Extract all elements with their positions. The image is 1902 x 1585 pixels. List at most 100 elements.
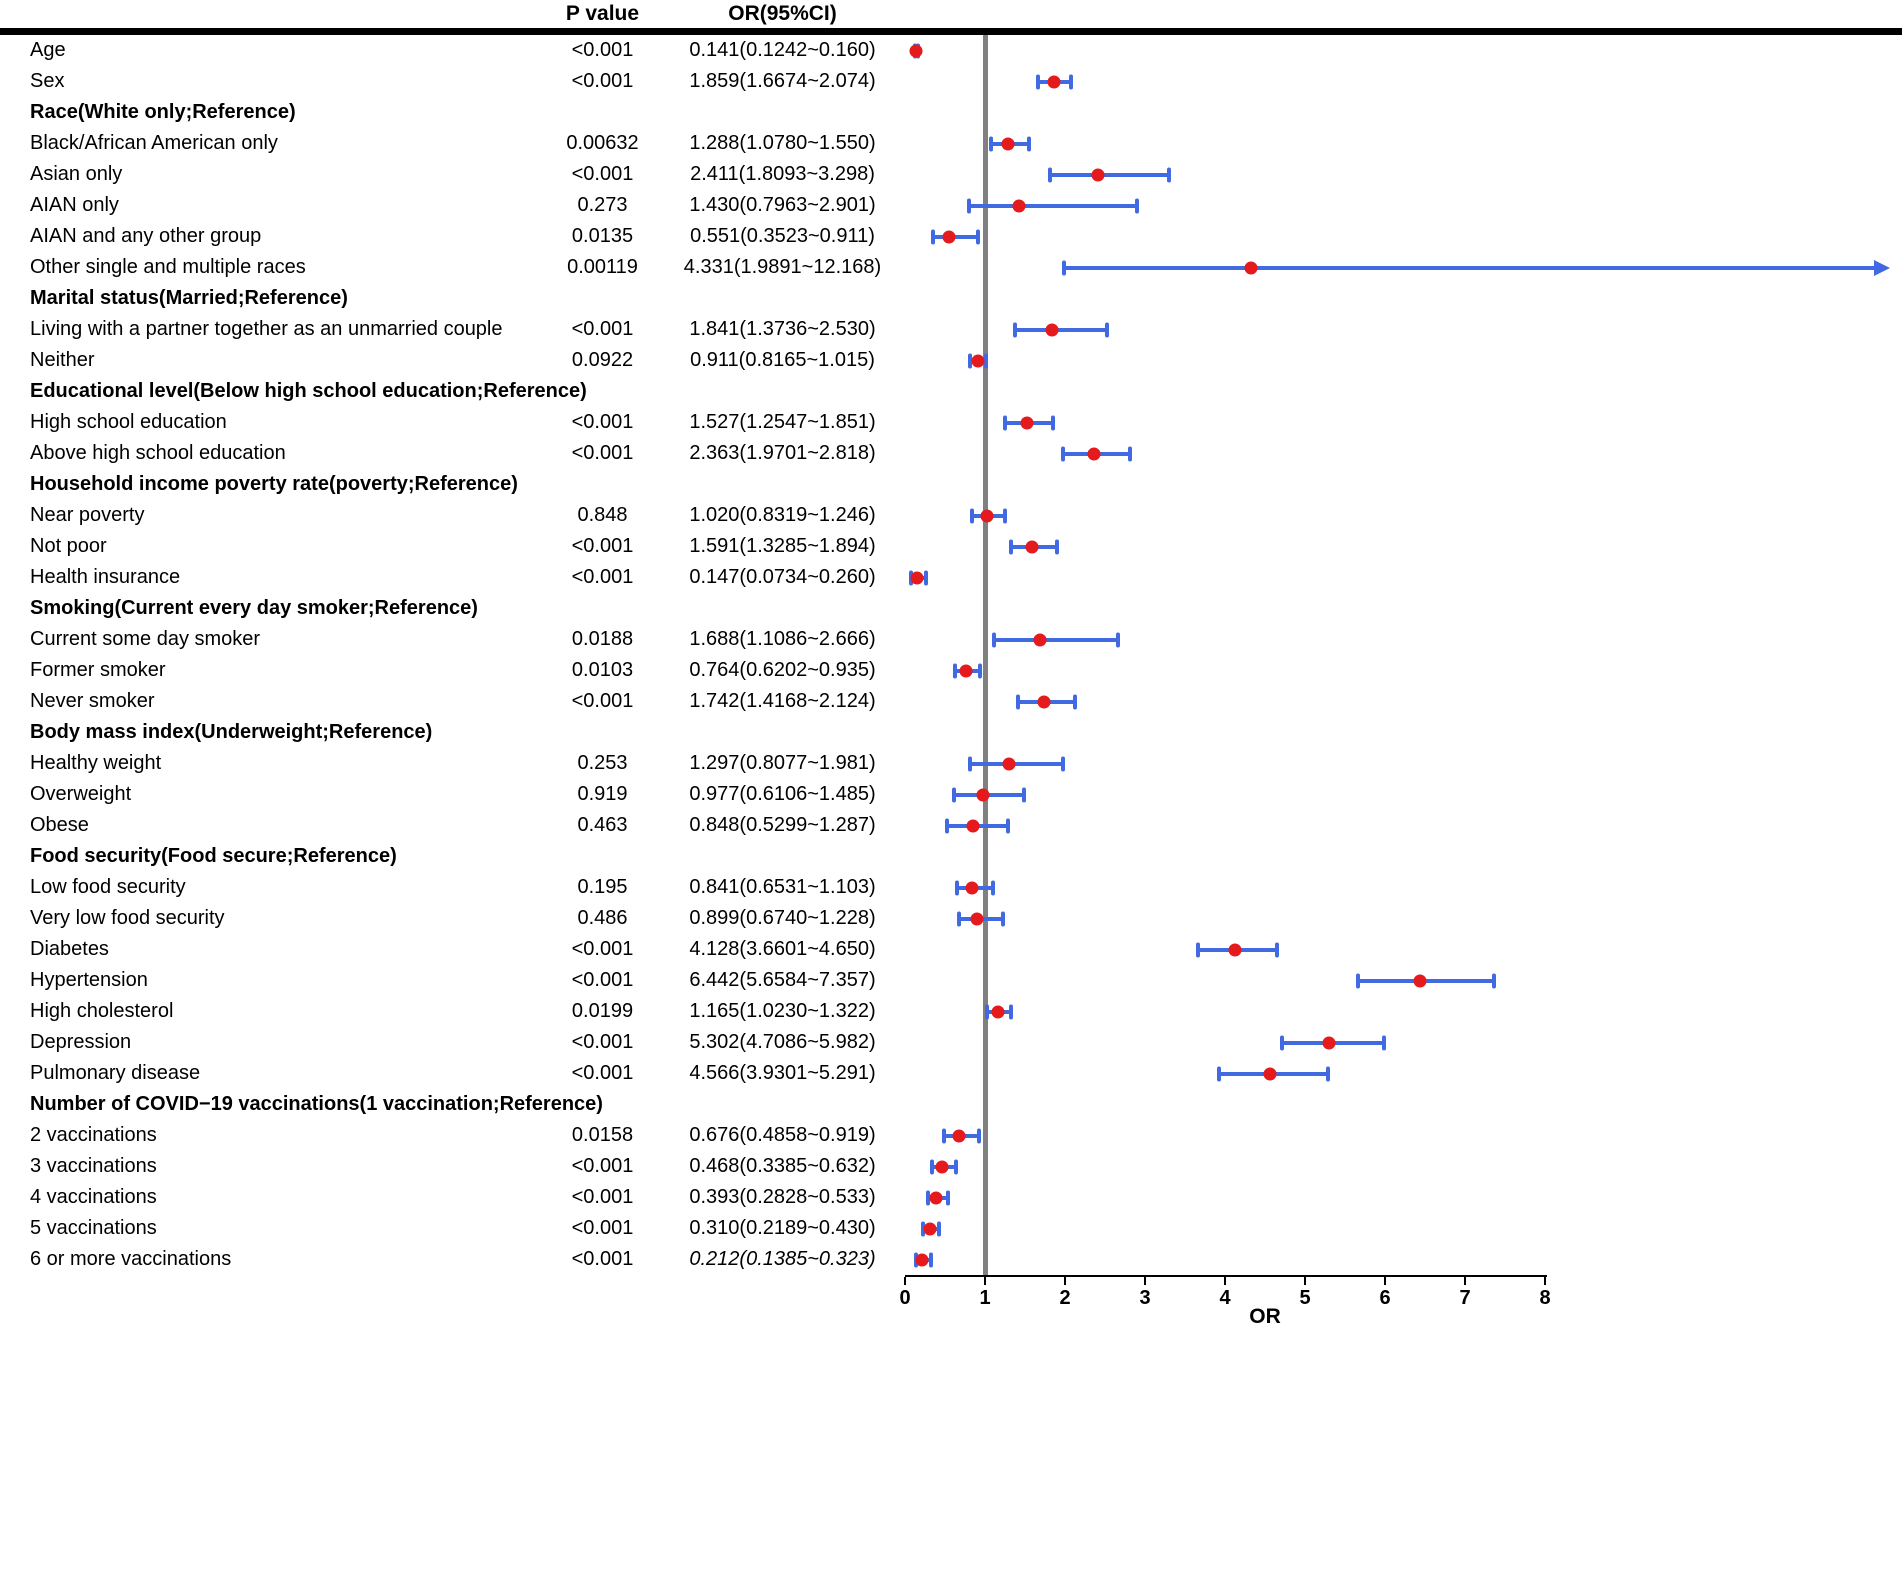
p-value: 0.0158	[571, 1124, 634, 1146]
x-tick	[1144, 1277, 1146, 1285]
ci-cap-left	[925, 1190, 930, 1205]
row-label: Food security(Food secure;Reference)	[30, 845, 397, 867]
or-95ci: 0.977(0.6106~1.485)	[689, 783, 876, 805]
p-value: <0.001	[571, 1186, 634, 1208]
row-label: Depression	[30, 1031, 132, 1053]
x-tick-label: 6	[1379, 1287, 1391, 1309]
p-value: <0.001	[571, 318, 634, 340]
ci-cap-left	[969, 508, 974, 523]
p-value: <0.001	[571, 969, 634, 991]
ci-cap-left	[1217, 1066, 1222, 1081]
forest-row: Sex <0.001 1.859(1.6674~2.074)	[0, 66, 1902, 97]
row-label: Sex	[30, 70, 65, 92]
or-95ci: 0.676(0.4858~0.919)	[689, 1124, 876, 1146]
row-label: Other single and multiple races	[30, 256, 306, 278]
p-value: <0.001	[571, 1248, 634, 1270]
ci-cap-right	[1072, 694, 1077, 709]
ci-cap-right	[976, 1128, 981, 1143]
or-point	[991, 1005, 1005, 1018]
p-value: <0.001	[571, 938, 634, 960]
or-point	[1012, 199, 1026, 212]
ci-cap-right	[1061, 756, 1066, 771]
top-rule	[0, 28, 1902, 35]
p-value: 0.253	[577, 752, 628, 774]
forest-row: AIAN only 0.273 1.430(0.7963~2.901)	[0, 190, 1902, 221]
ci-cap-left	[1047, 167, 1052, 182]
ci-line	[968, 203, 1138, 208]
forest-row: Black/African American only 0.00632 1.288(…	[0, 128, 1902, 159]
row-label: Age	[30, 39, 66, 61]
ci-arrowhead-icon	[1874, 259, 1891, 276]
x-tick	[1384, 1277, 1386, 1285]
row-label: 3 vaccinations	[30, 1155, 157, 1177]
or-95ci: 1.165(1.0230~1.322)	[689, 1000, 876, 1022]
p-value: 0.00119	[567, 256, 638, 278]
p-value: 0.848	[577, 504, 628, 526]
row-label: Smoking(Current every day smoker;Referen…	[30, 597, 478, 619]
or-95ci: 4.128(3.6601~4.650)	[689, 938, 876, 960]
p-value: <0.001	[571, 1155, 634, 1177]
plot-body: Age <0.001 0.141(0.1242~0.160) Sex <0.001 1.8…	[0, 35, 1902, 1275]
or-95ci: 0.147(0.0734~0.260)	[689, 566, 876, 588]
x-tick-label: 1	[979, 1287, 991, 1309]
or-95ci: 5.302(4.7086~5.982)	[689, 1031, 876, 1053]
column-header-p-value: P value	[565, 2, 640, 25]
ci-cap-left	[1016, 694, 1021, 709]
ci-cap-left	[951, 787, 956, 802]
or-95ci: 2.411(1.8093~3.298)	[690, 163, 875, 185]
row-label: Diabetes	[30, 938, 109, 960]
ci-line	[993, 637, 1119, 642]
ci-cap-right	[1008, 1004, 1013, 1019]
row-label: Hypertension	[30, 969, 148, 991]
row-label: Healthy weight	[30, 752, 162, 774]
ci-line	[969, 761, 1064, 766]
ci-cap-right	[1135, 198, 1140, 213]
ci-cap-right	[1491, 973, 1496, 988]
or-point	[971, 354, 985, 367]
x-tick-label: 0	[899, 1287, 911, 1309]
or-point	[1244, 261, 1258, 274]
p-value: <0.001	[571, 1217, 634, 1239]
p-value: <0.001	[571, 442, 634, 464]
ci-cap-right	[991, 880, 996, 895]
row-label: Educational level(Below high school educ…	[30, 380, 587, 402]
x-tick	[984, 1277, 986, 1285]
row-label: Current some day smoker	[30, 628, 261, 650]
row-label: Living with a partner together as an unm…	[30, 318, 503, 340]
or-95ci: 1.430(0.7963~2.901)	[689, 194, 876, 216]
ci-cap-left	[966, 198, 971, 213]
or-95ci: 0.841(0.6531~1.103)	[689, 876, 876, 898]
or-95ci: 4.331(1.9891~12.168)	[683, 256, 882, 278]
or-point	[942, 230, 956, 243]
or-95ci: 1.591(1.3285~1.894)	[689, 535, 876, 557]
p-value: <0.001	[571, 163, 634, 185]
p-value: 0.273	[577, 194, 628, 216]
row-label: Black/African American only	[30, 132, 278, 154]
p-value: <0.001	[571, 411, 634, 433]
ci-cap-left	[968, 353, 973, 368]
or-95ci: 4.566(3.9301~5.291)	[689, 1062, 876, 1084]
row-label: High school education	[30, 411, 227, 433]
or-95ci: 0.848(0.5299~1.287)	[689, 814, 876, 836]
x-axis-title: OR	[1249, 1305, 1281, 1328]
p-value: 0.00632	[566, 132, 639, 154]
forest-row: Near poverty 0.848 1.020(0.8319~1.246)	[0, 500, 1902, 531]
p-value: <0.001	[571, 566, 634, 588]
section-header-row: Marital status(Married;Reference)	[0, 283, 1902, 314]
or-point	[909, 44, 923, 57]
forest-row: Depression <0.001 5.302(4.7086~5.982)	[0, 1027, 1902, 1058]
or-95ci: 0.141(0.1242~0.160)	[689, 39, 876, 61]
ci-cap-right	[1054, 539, 1059, 554]
forest-row: Overweight 0.919 0.977(0.6106~1.485)	[0, 779, 1902, 810]
or-point	[1025, 540, 1039, 553]
forest-row: Pulmonary disease <0.001 4.566(3.9301~5.29…	[0, 1058, 1902, 1089]
or-point	[1001, 137, 1015, 150]
ci-cap-right	[923, 570, 928, 585]
forest-row: Hypertension <0.001 6.442(5.6584~7.357)	[0, 965, 1902, 996]
row-label: Obese	[30, 814, 89, 836]
row-label: Near poverty	[30, 504, 145, 526]
or-95ci: 1.688(1.1086~2.666)	[689, 628, 876, 650]
ci-cap-right	[977, 663, 982, 678]
or-95ci: 0.899(0.6740~1.228)	[689, 907, 876, 929]
ci-cap-left	[989, 136, 994, 151]
